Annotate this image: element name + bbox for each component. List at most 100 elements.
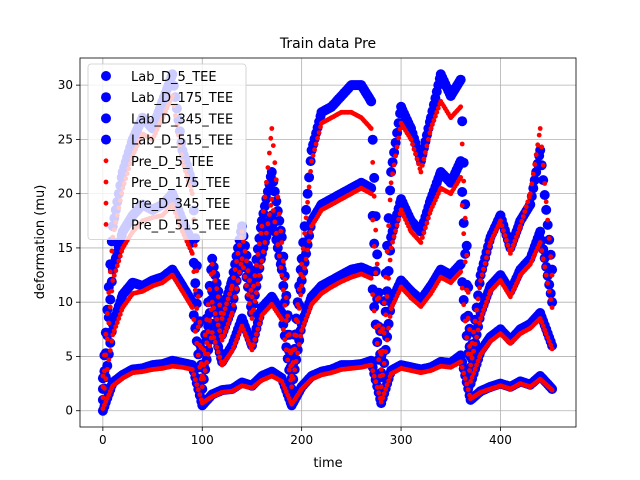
pre-point xyxy=(469,340,475,346)
pre-point xyxy=(520,214,526,219)
pre-point xyxy=(289,362,295,368)
pre-point xyxy=(368,362,374,368)
pre-point xyxy=(408,137,414,142)
axes: 0 100 200 300 400 0 5 10 15 20 25 30 xyxy=(58,78,512,447)
lab-point xyxy=(301,204,312,215)
pre-point xyxy=(241,239,246,244)
pre-point xyxy=(374,341,380,346)
pre-point xyxy=(273,230,279,236)
pre-point xyxy=(306,308,312,314)
pre-point xyxy=(212,278,218,283)
pre-point xyxy=(482,261,488,266)
pre-point xyxy=(267,150,272,156)
pre-point xyxy=(380,326,386,331)
lab-point xyxy=(461,240,472,251)
lab-point xyxy=(278,251,289,262)
pre-point xyxy=(217,354,223,360)
pre-point xyxy=(549,387,555,393)
pre-point xyxy=(296,287,302,292)
pre-point xyxy=(272,219,278,225)
pre-point xyxy=(282,337,288,343)
pre-point xyxy=(303,256,309,262)
series-Pre_D_175_TEE xyxy=(100,269,555,401)
pre-point xyxy=(189,251,195,256)
pre-point xyxy=(242,330,248,336)
pre-point xyxy=(104,336,110,342)
pre-point xyxy=(306,238,312,244)
pre-point xyxy=(381,361,387,366)
pre-point xyxy=(222,306,228,312)
pre-point xyxy=(461,178,467,184)
pre-point xyxy=(305,199,310,205)
pre-point xyxy=(238,261,244,267)
lab-point xyxy=(296,253,307,264)
pre-point xyxy=(308,229,313,235)
lab-point xyxy=(304,172,315,183)
pre-point xyxy=(384,337,390,343)
pre-point xyxy=(202,332,208,338)
pre-point xyxy=(245,338,251,343)
pre-point xyxy=(371,193,377,199)
pre-point xyxy=(465,290,471,295)
pre-point xyxy=(278,265,284,270)
pre-point xyxy=(384,294,390,299)
lab-point xyxy=(302,188,313,199)
pre-point xyxy=(224,325,230,331)
pre-point xyxy=(293,317,299,323)
pre-point xyxy=(545,335,551,340)
pre-point xyxy=(215,349,221,355)
pre-point xyxy=(478,278,483,283)
pre-point xyxy=(433,113,438,119)
pre-point xyxy=(381,391,387,396)
pre-point xyxy=(247,301,252,306)
pre-point xyxy=(189,367,195,372)
y-tick-label: 15 xyxy=(58,241,73,255)
pre-point xyxy=(252,298,258,304)
pre-point xyxy=(247,278,252,283)
pre-point xyxy=(540,162,546,168)
pre-point xyxy=(192,287,198,293)
pre-point xyxy=(459,141,465,147)
pre-point xyxy=(113,324,119,329)
pre-point xyxy=(459,285,465,291)
pre-point xyxy=(217,302,223,308)
lab-point xyxy=(457,116,468,127)
pre-point xyxy=(276,211,282,217)
pre-point xyxy=(261,249,266,255)
pre-point xyxy=(211,305,217,311)
lab-point xyxy=(298,237,309,248)
y-tick-label: 0 xyxy=(65,404,73,418)
pre-point xyxy=(387,197,393,203)
pre-point xyxy=(237,269,242,275)
pre-point xyxy=(504,237,509,243)
x-tick-label: 0 xyxy=(99,433,107,447)
pre-point xyxy=(109,338,115,344)
pre-point xyxy=(396,217,401,222)
pre-point xyxy=(283,318,289,323)
pre-point xyxy=(235,278,241,283)
pre-point xyxy=(110,278,116,283)
pre-point xyxy=(374,384,380,390)
pre-point xyxy=(209,299,215,305)
pre-point xyxy=(535,142,541,148)
lab-point xyxy=(294,280,305,291)
pre-point xyxy=(418,169,424,175)
pre-point xyxy=(257,272,262,278)
pre-point xyxy=(309,158,314,164)
pre-point xyxy=(381,330,387,336)
lab-point xyxy=(547,264,558,275)
pre-point xyxy=(459,203,465,208)
pre-point xyxy=(368,275,374,281)
pre-point xyxy=(373,227,379,233)
pre-point xyxy=(265,165,271,171)
pre-point xyxy=(548,297,554,302)
pre-point xyxy=(231,302,237,308)
pre-point xyxy=(431,118,437,123)
pre-point xyxy=(289,384,295,390)
pre-point xyxy=(458,359,464,365)
pre-point xyxy=(113,268,119,274)
pre-point xyxy=(464,335,470,340)
pre-point xyxy=(285,357,291,363)
pre-point xyxy=(241,327,246,332)
pre-point xyxy=(386,378,391,384)
